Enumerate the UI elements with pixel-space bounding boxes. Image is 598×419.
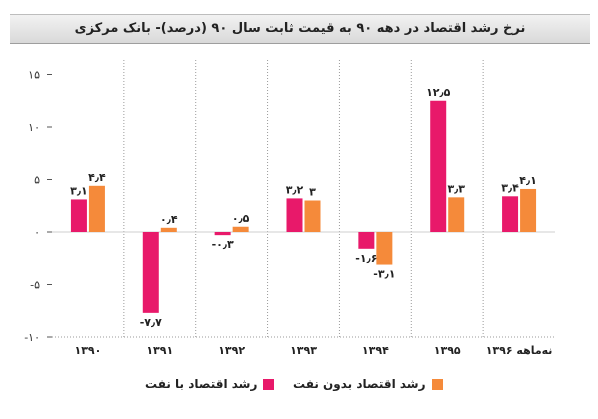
bar-with-oil xyxy=(430,100,447,232)
data-label-without-oil: ۴٫۴ xyxy=(88,171,106,184)
data-label-without-oil: ۳٫۳ xyxy=(447,182,465,195)
legend-item-without-oil: رشد اقتصاد بدون نفت xyxy=(293,376,443,392)
x-tick-label: ۱۳۹۱ xyxy=(146,344,173,357)
bar-without-oil xyxy=(160,227,177,232)
bar-without-oil xyxy=(88,185,105,232)
data-label-without-oil: ۰٫۴ xyxy=(160,213,178,226)
x-tick-label: ۱۳۹۳ xyxy=(290,344,317,357)
bar-with-oil xyxy=(214,232,231,236)
bar-with-oil xyxy=(358,232,375,249)
bar-without-oil xyxy=(520,188,537,232)
data-label-with-oil: ۳٫۱ xyxy=(70,184,88,197)
x-tick-label: ۱۳۹۵ xyxy=(434,344,461,357)
x-tick-label: ۱۳۹۰ xyxy=(74,344,101,357)
bar-with-oil xyxy=(286,198,303,232)
bar-without-oil xyxy=(232,226,249,232)
data-label-with-oil: -۷٫۷ xyxy=(140,316,162,329)
legend-label-without-oil: رشد اقتصاد بدون نفت xyxy=(293,377,426,391)
data-label-with-oil: -۰٫۳ xyxy=(212,238,234,251)
y-tick-label: ۱۰ xyxy=(28,121,40,134)
chart-title: نرخ رشد اقتصاد در دهه ۹۰ به قیمت ثابت سا… xyxy=(10,14,590,44)
data-label-with-oil: ۱۲٫۵ xyxy=(426,86,451,99)
x-tick-label: ۱۳۹۴ xyxy=(362,344,389,357)
x-tick-label: ۱۳۹۲ xyxy=(218,344,245,357)
data-label-with-oil: ۳٫۴ xyxy=(501,181,519,194)
bar-without-oil xyxy=(304,200,321,232)
data-label-without-oil: ۰٫۵ xyxy=(232,212,250,225)
x-tick-label: نه‌ماهه ۱۳۹۶ xyxy=(486,344,553,357)
y-tick-label: -۱۰ xyxy=(24,331,40,344)
bar-with-oil xyxy=(142,232,159,313)
bar-without-oil xyxy=(376,232,393,265)
y-tick-label: ۰ xyxy=(34,226,40,239)
y-tick-label: -۵ xyxy=(30,279,40,292)
bar-with-oil xyxy=(502,196,519,232)
data-label-with-oil: -۱٫۶ xyxy=(355,252,377,265)
data-label-without-oil: -۳٫۱ xyxy=(373,268,395,281)
data-label-with-oil: ۳٫۲ xyxy=(286,183,304,196)
data-label-without-oil: ۴٫۱ xyxy=(519,174,537,187)
legend-item-with-oil: رشد اقتصاد با نفت xyxy=(145,376,275,392)
data-label-without-oil: ۳ xyxy=(309,186,316,199)
legend-swatch-with-oil xyxy=(263,378,275,390)
y-tick-label: ۱۵ xyxy=(28,69,40,82)
legend-label-with-oil: رشد اقتصاد با نفت xyxy=(145,377,258,391)
y-tick-label: ۵ xyxy=(34,174,40,187)
legend-swatch-without-oil xyxy=(431,378,443,390)
bar-without-oil xyxy=(448,197,465,232)
bar-with-oil xyxy=(70,199,87,232)
